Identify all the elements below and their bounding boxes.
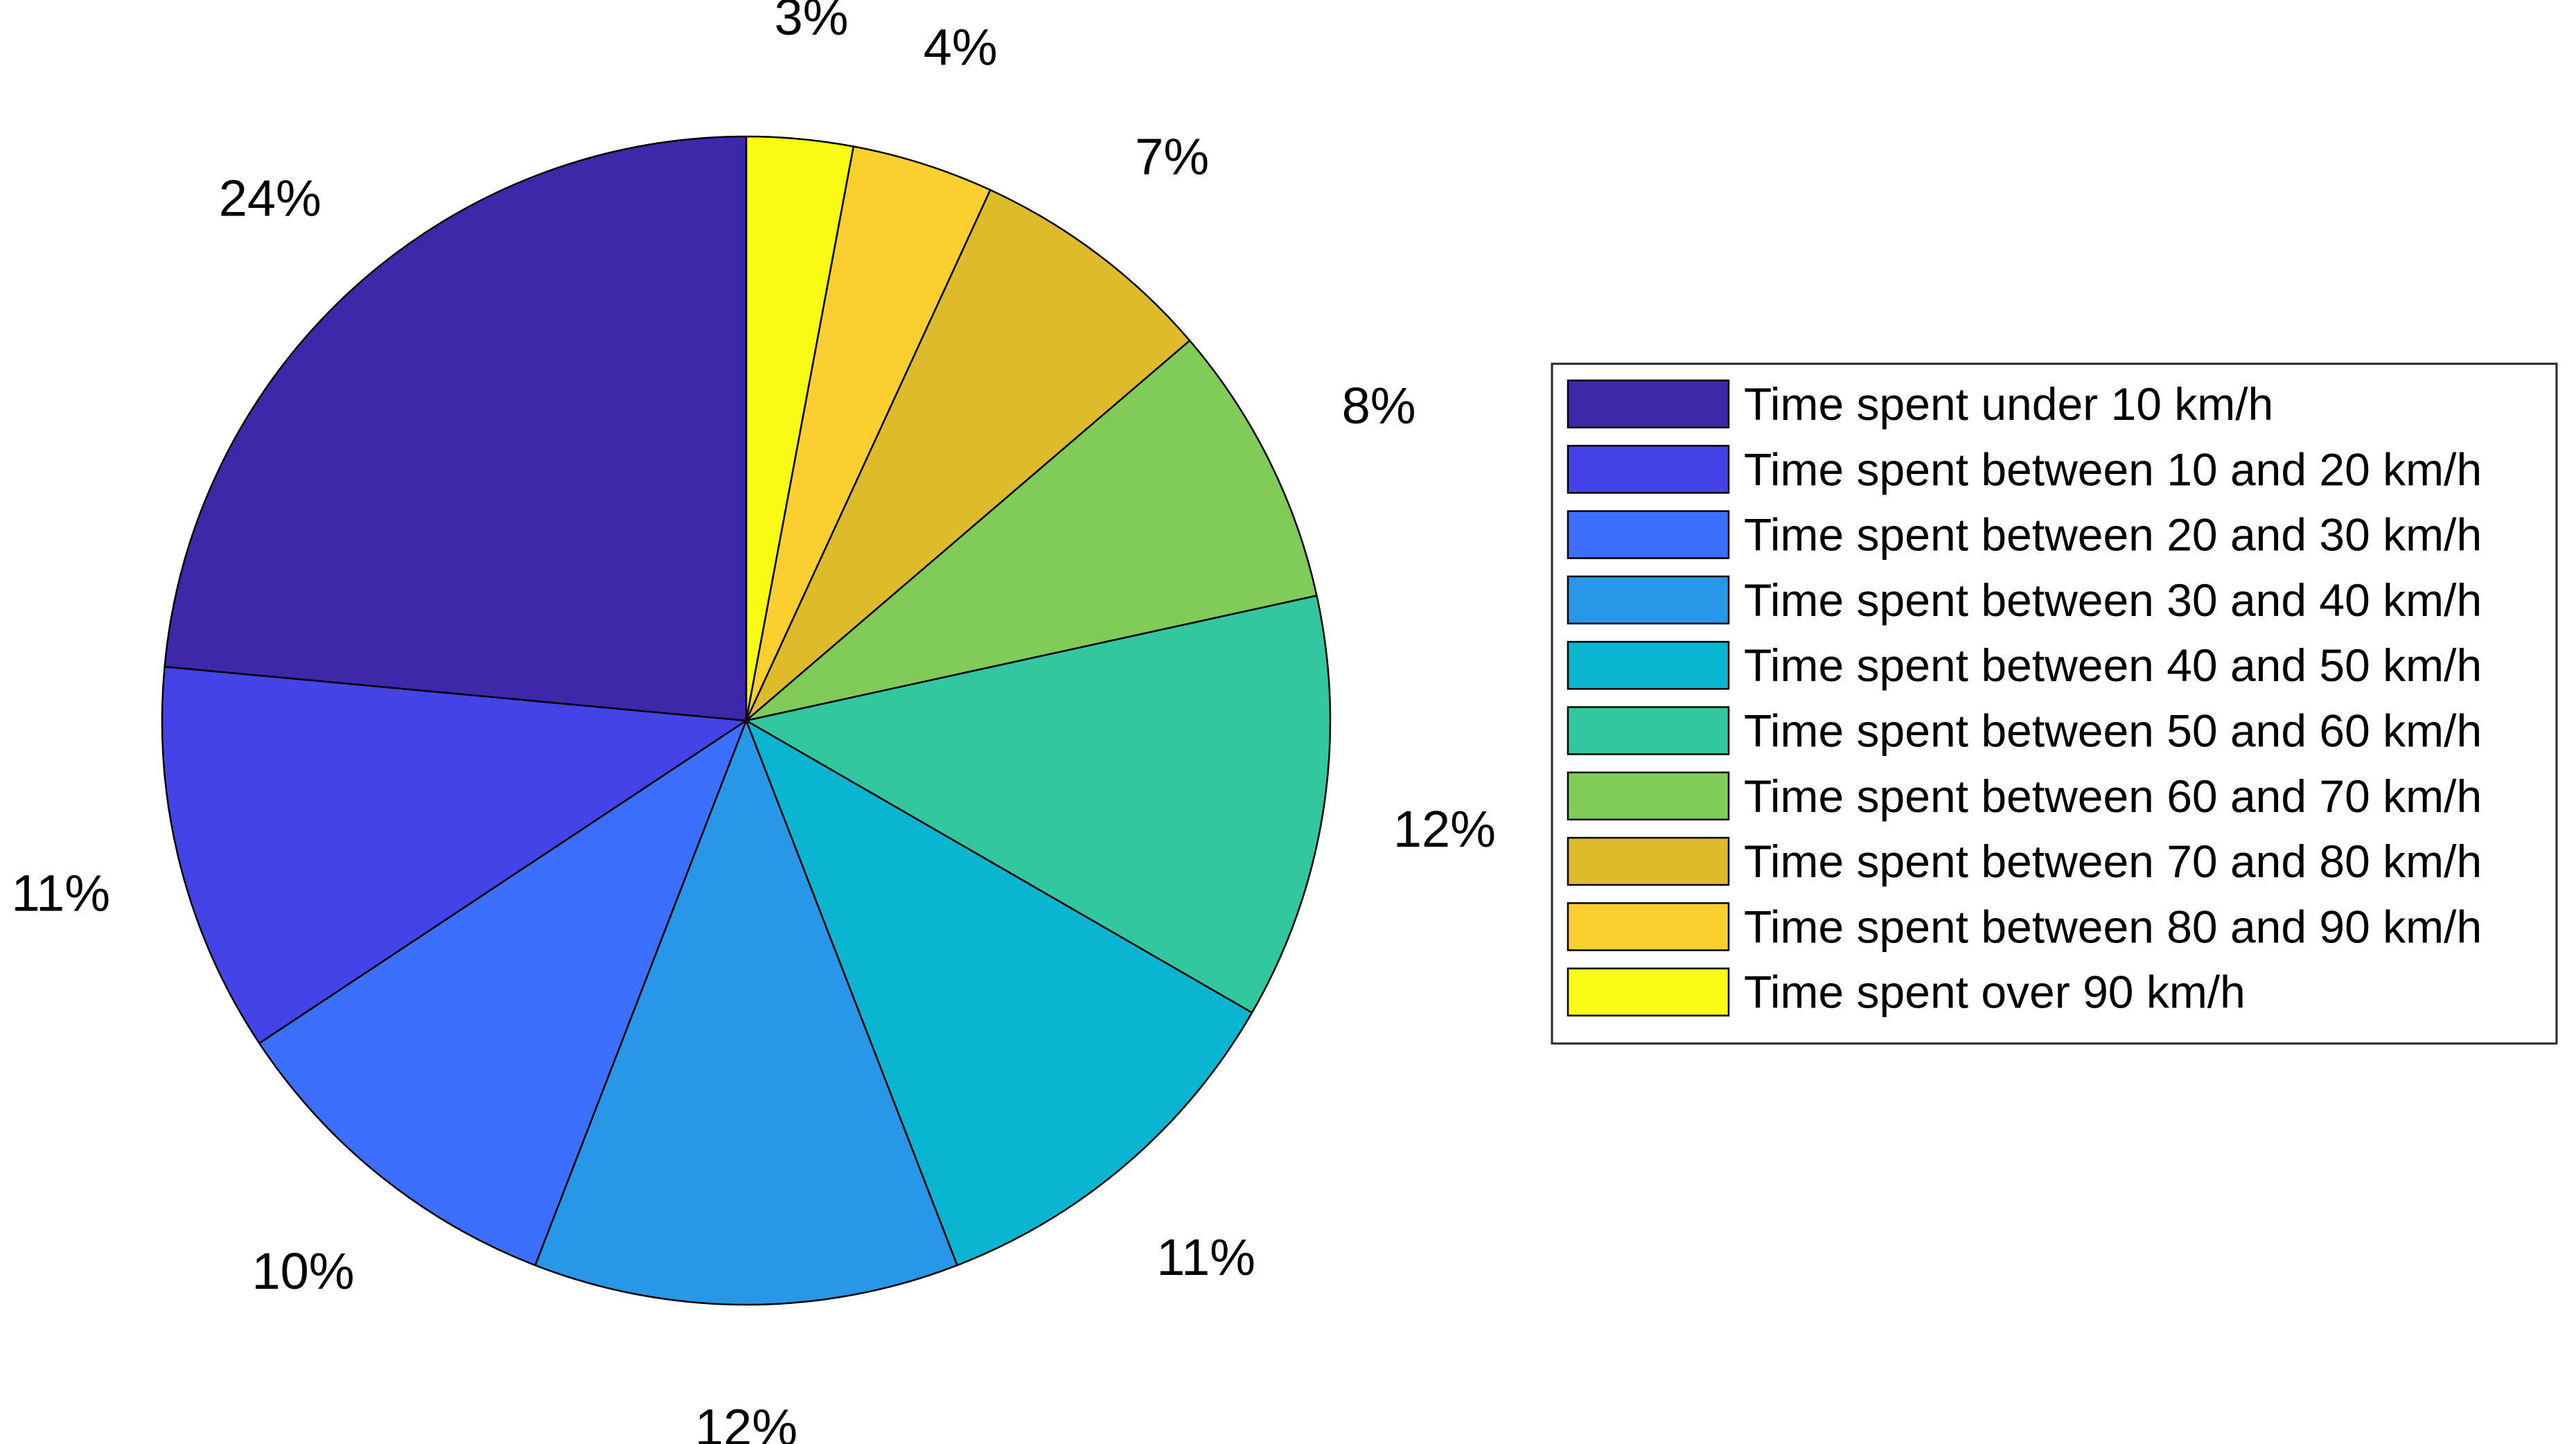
legend-swatch (1567, 640, 1730, 690)
legend-swatch (1567, 771, 1730, 821)
pie-slice (164, 135, 748, 722)
legend-label: Time spent between 50 and 60 km/h (1744, 705, 2482, 757)
legend-swatch (1567, 836, 1730, 886)
slice-percent-label: 24% (219, 170, 321, 227)
pie-slice (745, 719, 1253, 1267)
legend-label: Time spent between 10 and 20 km/h (1744, 443, 2482, 495)
legend-swatch (1567, 379, 1730, 429)
legend-label: Time spent under 10 km/h (1744, 378, 2273, 430)
legend: Time spent under 10 km/h Time spent betwe… (1551, 362, 2558, 1045)
pie-slice (534, 719, 958, 1306)
legend-swatch (1567, 967, 1730, 1016)
pie-slice (161, 665, 748, 1044)
legend-label: Time spent between 60 and 70 km/h (1744, 771, 2482, 822)
pie-slice (745, 340, 1318, 722)
slice-percent-label: 10% (252, 1242, 354, 1300)
pie-slice (745, 146, 991, 722)
legend-swatch (1567, 902, 1730, 951)
slice-percent-label: 3% (775, 0, 849, 46)
slice-percent-label: 7% (1135, 128, 1209, 186)
slice-percent-label: 11% (11, 864, 110, 922)
slice-percent-label: 12% (695, 1399, 797, 1444)
legend-swatch (1567, 575, 1730, 625)
legend-label: Time spent over 90 km/h (1744, 967, 2246, 1018)
legend-label: Time spent between 20 and 30 km/h (1744, 509, 2482, 561)
legend-swatch (1567, 706, 1730, 755)
slice-percent-label: 12% (1393, 800, 1496, 858)
slice-percent-label: 11% (1156, 1229, 1255, 1286)
legend-label: Time spent between 80 and 90 km/h (1744, 901, 2482, 952)
pie-slices (161, 135, 1332, 1306)
legend-label: Time spent between 30 and 40 km/h (1744, 574, 2482, 626)
legend-swatch (1567, 510, 1730, 559)
slice-percent-label: 4% (924, 19, 998, 76)
legend-label: Time spent between 40 and 50 km/h (1744, 640, 2482, 691)
slice-percent-label: 8% (1342, 377, 1416, 434)
percent-labels: 3% 4% 7% 8% 12% 11% 12% 10% 11% 24% (11, 0, 1495, 1444)
pie-slice (745, 188, 1191, 722)
pie-slice (258, 719, 748, 1267)
legend-swatch (1567, 445, 1730, 494)
pie-slice (745, 595, 1332, 1014)
legend-label: Time spent between 70 and 80 km/h (1744, 836, 2482, 887)
